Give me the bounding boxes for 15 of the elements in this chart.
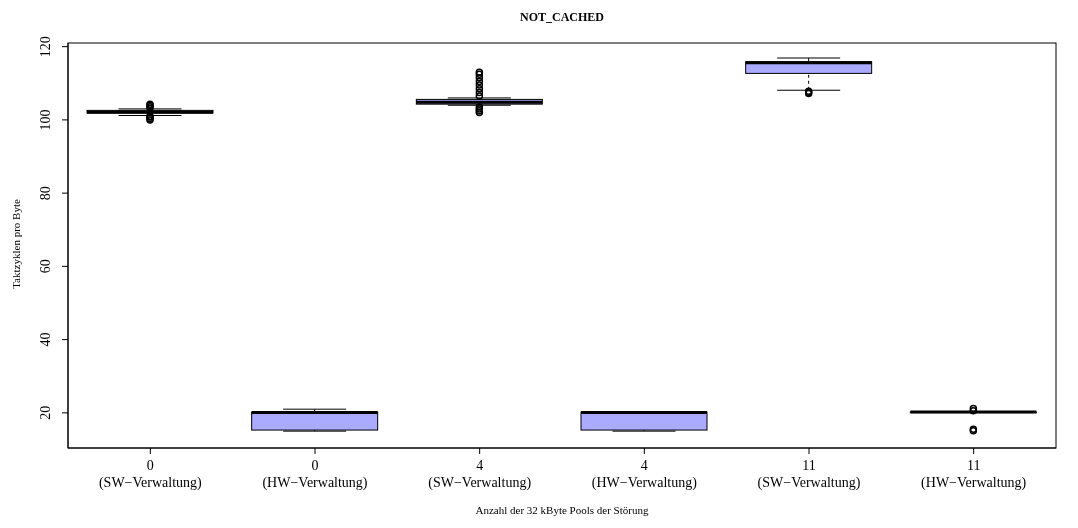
x-tick-label: 4 (SW−Verwaltung) [428, 458, 532, 491]
y-axis-title: Taktzyklen pro Byte [10, 197, 22, 291]
y-tick-label: 100 [38, 109, 53, 131]
y-tick-label: 20 [38, 405, 53, 420]
x-tick-label: 11 (HW−Verwaltung) [921, 458, 1027, 491]
x-axis-title: Anzahl der 32 kByte Pools der Störung [474, 504, 650, 516]
chart-title: NOT_CACHED [519, 10, 605, 25]
y-tick-label: 40 [38, 332, 53, 347]
y-tick-label: 80 [38, 186, 53, 201]
x-tick-label: 11 (SW−Verwaltung) [757, 458, 861, 491]
y-tick-label: 120 [38, 36, 53, 58]
y-tick-label: 60 [38, 259, 53, 274]
x-tick-label: 0 (SW−Verwaltung) [98, 458, 203, 491]
x-tick-label: 4 (HW−Verwaltung) [591, 458, 698, 491]
x-tick-label: 0 (HW−Verwaltung) [262, 458, 368, 491]
